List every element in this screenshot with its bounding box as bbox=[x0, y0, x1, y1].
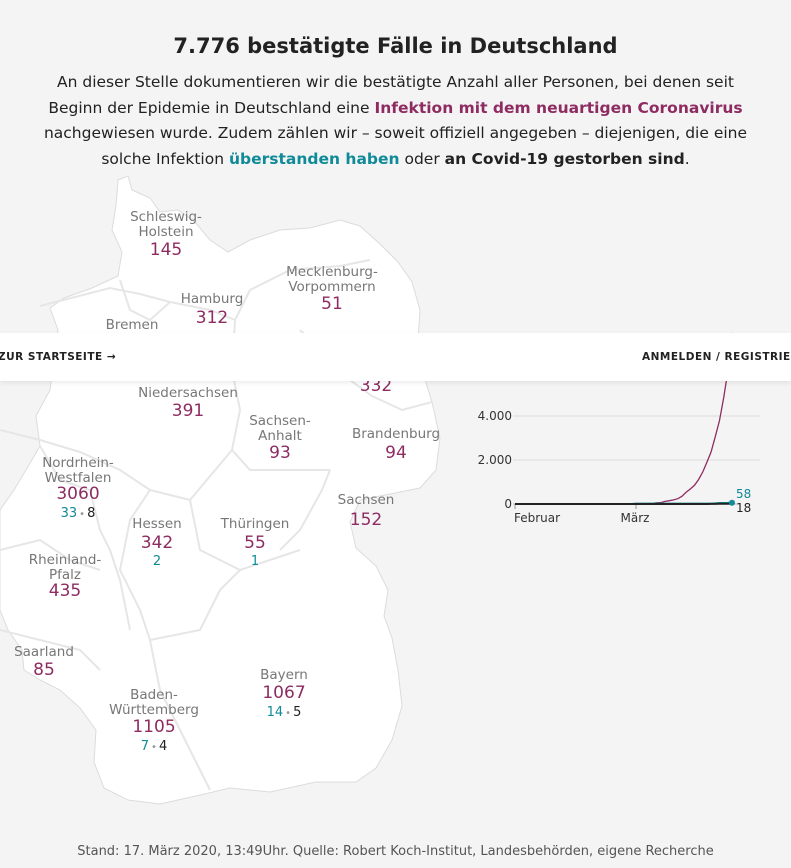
state-name-sn: Sachsen bbox=[337, 492, 395, 508]
state-name-th: Thüringen bbox=[220, 516, 290, 532]
state-sub-bw: 7 • 4 bbox=[140, 739, 168, 754]
state-name-bw: Baden- Württemberg bbox=[109, 687, 199, 718]
state-count-nw: 3060 bbox=[56, 484, 100, 504]
state-name-hh: Hamburg bbox=[180, 291, 244, 307]
intro-text: An dieser Stelle dokumentieren wir die b… bbox=[43, 73, 748, 168]
state-name-by: Bayern bbox=[260, 667, 308, 683]
state-name-he: Hessen bbox=[132, 516, 182, 532]
state-sub-th: 1 bbox=[250, 554, 260, 569]
x-tick-label: März bbox=[621, 511, 650, 525]
login-register-link[interactable]: ANMELDEN / REGISTRIERE bbox=[642, 351, 791, 363]
state-name-sh: Schleswig- Holstein bbox=[130, 209, 202, 240]
home-link[interactable]: ZUR STARTSEITE → bbox=[0, 351, 117, 363]
x-tick-label: Februar bbox=[514, 511, 560, 525]
state-name-nw: Nordrhein- Westfalen bbox=[42, 455, 114, 486]
state-name-sl: Saarland bbox=[14, 644, 74, 660]
state-count-sh: 145 bbox=[149, 240, 183, 260]
series-end-dot bbox=[729, 499, 735, 506]
state-sub-by: 14 • 5 bbox=[266, 705, 302, 720]
page-title: 7.776 bestätigte Fälle in Deutschland bbox=[173, 34, 618, 58]
infection-link[interactable]: Infektion mit dem neuartigen Coronavirus bbox=[374, 98, 743, 117]
state-name-hb: Bremen bbox=[105, 317, 159, 333]
source-footer: Stand: 17. März 2020, 13:49Uhr. Quelle: … bbox=[77, 844, 714, 859]
state-count-st: 93 bbox=[269, 443, 291, 463]
state-count-be: 332 bbox=[359, 376, 393, 396]
state-count-mv: 51 bbox=[321, 294, 343, 314]
y-tick-label: 0 bbox=[504, 497, 512, 511]
state-count-ni: 391 bbox=[171, 401, 205, 421]
end-label-recovered: 58 bbox=[736, 487, 751, 501]
state-sub-nw: 33 • 8 bbox=[60, 506, 96, 521]
state-sub-he: 2 bbox=[152, 554, 162, 569]
state-count-sl: 85 bbox=[33, 660, 55, 680]
top-navbar: ZUR STARTSEITE → ANMELDEN / REGISTRIERE bbox=[0, 333, 791, 381]
state-count-by: 1067 bbox=[262, 683, 306, 703]
state-count-bb: 94 bbox=[385, 443, 407, 463]
state-name-mv: Mecklenburg- Vorpommern bbox=[286, 264, 378, 295]
state-count-bw: 1105 bbox=[132, 717, 176, 737]
y-tick-label: 4.000 bbox=[478, 409, 512, 423]
state-count-sn: 152 bbox=[349, 510, 383, 530]
state-count-rp: 435 bbox=[48, 581, 82, 601]
state-name-st: Sachsen- Anhalt bbox=[249, 413, 311, 444]
state-name-rp: Rheinland- Pfalz bbox=[28, 552, 102, 583]
deaths-highlight: an Covid-19 gestorben sind bbox=[444, 149, 685, 168]
state-name-ni: Niedersachsen bbox=[138, 385, 238, 401]
recovered-link[interactable]: überstanden haben bbox=[228, 149, 400, 168]
state-count-hh: 312 bbox=[195, 308, 229, 328]
end-label-deaths: 18 bbox=[736, 501, 751, 515]
state-count-th: 55 bbox=[244, 533, 266, 553]
germany-map: Schleswig- Holstein 145 Hamburg 312 Meck… bbox=[0, 170, 460, 835]
state-count-he: 342 bbox=[140, 533, 174, 553]
state-name-bb: Brandenburg bbox=[351, 426, 441, 442]
y-tick-label: 2.000 bbox=[478, 453, 512, 467]
